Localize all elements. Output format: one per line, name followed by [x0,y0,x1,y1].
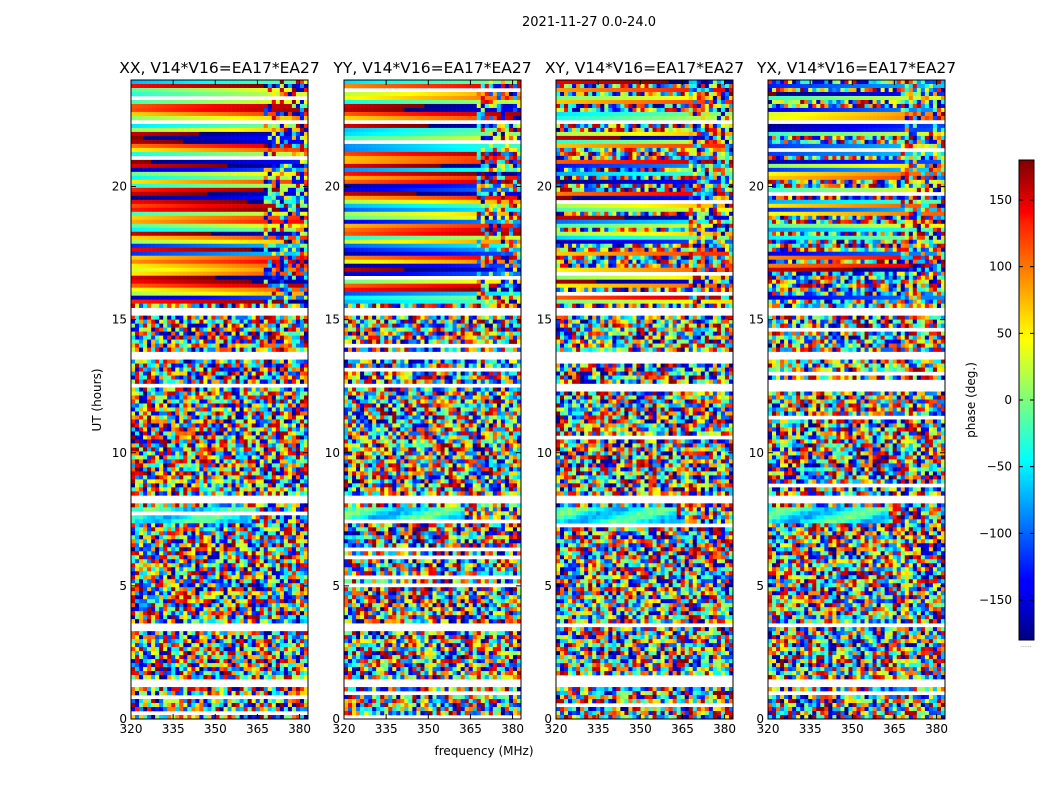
y-tick-label: 0 [756,712,764,726]
panel-4: YX, V14*V16=EA17*EA27 320 335 350 365 380 0 5 10… [749,59,956,736]
y-tick-label: 20 [749,180,764,194]
x-axis-label: frequency (MHz) [434,744,533,758]
colorbar-tick-label: −100 [979,526,1012,540]
y-tick-label: 5 [756,579,764,593]
panel-title: YY, V14*V16=EA17*EA27 [332,59,531,77]
x-tick-label: 350 [841,722,864,736]
phase-heatmap [131,80,308,719]
panel-1: XX, V14*V16=EA17*EA27 320 335 350 365 380 0 5 10… [112,59,320,736]
x-tick-label: 320 [120,722,143,736]
panel-frame [343,79,522,720]
x-tick-label: 350 [417,722,440,736]
panel-title: XY, V14*V16=EA17*EA27 [545,59,744,77]
y-tick-label: 0 [332,712,340,726]
y-tick-label: 20 [537,180,552,194]
y-tick-label: 15 [112,313,127,327]
phase-heatmap [768,80,945,719]
y-tick-label: 20 [325,180,340,194]
x-tick-label: 320 [545,722,568,736]
colorbar-tick-label: −150 [979,593,1012,607]
panel-2: YY, V14*V16=EA17*EA27 320 335 350 365 380 0 5 10… [325,59,532,736]
phase-heatmap [556,80,733,719]
y-tick-label: 15 [749,313,764,327]
x-tick-label: 365 [671,722,694,736]
x-tick-label: 350 [204,722,227,736]
x-tick-label: 335 [375,722,398,736]
y-tick-label: 5 [332,579,340,593]
x-tick-label: 380 [501,722,524,736]
phase-heatmap [344,80,521,716]
x-tick-label: 335 [162,722,185,736]
y-tick-label: 10 [325,446,340,460]
y-tick-label: 0 [119,712,127,726]
colorbar-tick-label: 50 [997,326,1012,340]
figure-suptitle: 2021-11-27 0.0-24.0 [522,15,656,30]
y-tick-label: 15 [537,313,552,327]
x-tick-label: 320 [757,722,780,736]
colorbar-footnote: ...... [1020,642,1032,649]
y-axis-label: UT (hours) [90,368,104,431]
x-tick-label: 320 [333,722,356,736]
panel-frame [767,79,946,720]
panels-group: XX, V14*V16=EA17*EA27 320 335 350 365 380 0 5 10… [112,59,956,736]
y-tick-label: 10 [537,446,552,460]
colorbar-label: phase (deg.) [964,362,978,438]
x-tick-label: 335 [799,722,822,736]
y-tick-label: 10 [112,446,127,460]
y-tick-label: 15 [325,313,340,327]
y-tick-label: 5 [119,579,127,593]
panel-title: XX, V14*V16=EA17*EA27 [119,59,319,77]
colorbar-tick-label: −50 [987,460,1012,474]
panel-frame [130,79,309,720]
x-tick-label: 380 [925,722,948,736]
x-tick-label: 365 [459,722,482,736]
panel-3: XY, V14*V16=EA17*EA27 320 335 350 365 380 0 5 10… [537,59,744,736]
y-tick-label: 5 [544,579,552,593]
y-tick-label: 10 [749,446,764,460]
colorbar-tick-label: 150 [989,193,1012,207]
y-tick-label: 0 [544,712,552,726]
colorbar-tick-label: 100 [989,260,1012,274]
x-tick-label: 365 [246,722,269,736]
x-tick-label: 335 [587,722,610,736]
panel-frame [555,79,734,720]
x-tick-label: 350 [629,722,652,736]
x-tick-label: 380 [713,722,736,736]
colorbar-ticks: −150 −100 −50 0 50 100 150 [979,193,1034,607]
colorbar: −150 −100 −50 0 50 100 150 phase (deg.) ...... [964,159,1035,649]
panel-title: YX, V14*V16=EA17*EA27 [756,59,956,77]
colorbar-tick-label: 0 [1004,393,1012,407]
x-tick-label: 365 [883,722,906,736]
x-tick-label: 380 [288,722,311,736]
y-tick-label: 20 [112,180,127,194]
